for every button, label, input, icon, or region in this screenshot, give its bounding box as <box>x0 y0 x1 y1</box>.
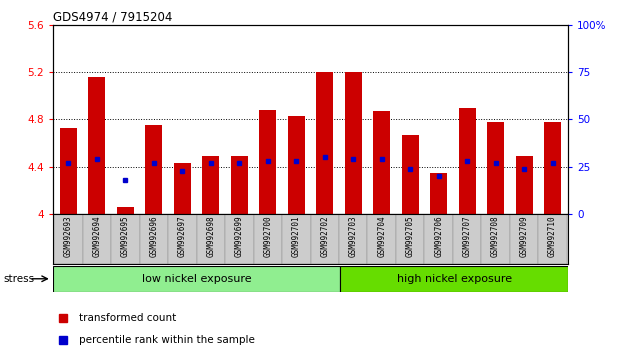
Text: GSM992699: GSM992699 <box>235 216 244 257</box>
Text: low nickel exposure: low nickel exposure <box>142 274 252 284</box>
Text: GSM992694: GSM992694 <box>93 216 101 257</box>
Bar <box>140 214 168 264</box>
Text: GSM992701: GSM992701 <box>292 216 301 257</box>
Bar <box>288 116 305 214</box>
Bar <box>368 214 396 264</box>
Text: percentile rank within the sample: percentile rank within the sample <box>78 335 255 345</box>
Text: GSM992698: GSM992698 <box>206 216 215 257</box>
Text: GSM992710: GSM992710 <box>548 216 557 257</box>
Bar <box>168 214 197 264</box>
Bar <box>282 214 310 264</box>
Text: GSM992696: GSM992696 <box>150 216 158 257</box>
Bar <box>83 214 111 264</box>
Text: GSM992707: GSM992707 <box>463 216 471 257</box>
Bar <box>538 214 567 264</box>
Text: GSM992693: GSM992693 <box>64 216 73 257</box>
Bar <box>396 214 424 264</box>
Bar <box>316 72 333 214</box>
Bar <box>481 214 510 264</box>
Bar <box>515 156 533 214</box>
Text: GSM992703: GSM992703 <box>349 216 358 257</box>
Text: GSM992704: GSM992704 <box>377 216 386 257</box>
Bar <box>259 110 276 214</box>
Bar <box>487 122 504 214</box>
Bar <box>402 135 419 214</box>
Text: GSM992697: GSM992697 <box>178 216 187 257</box>
Bar <box>373 111 390 214</box>
Bar <box>458 108 476 214</box>
Text: GSM992705: GSM992705 <box>406 216 415 257</box>
Text: GSM992695: GSM992695 <box>121 216 130 257</box>
Text: GSM992706: GSM992706 <box>434 216 443 257</box>
Bar <box>197 214 225 264</box>
Bar <box>453 214 481 264</box>
Bar <box>145 125 163 214</box>
Bar <box>424 214 453 264</box>
Bar <box>339 214 368 264</box>
Bar <box>54 214 83 264</box>
Text: high nickel exposure: high nickel exposure <box>397 274 512 284</box>
Text: GSM992702: GSM992702 <box>320 216 329 257</box>
Text: stress: stress <box>3 274 34 284</box>
Bar <box>253 214 282 264</box>
Text: GSM992700: GSM992700 <box>263 216 272 257</box>
Bar <box>117 207 134 214</box>
Text: transformed count: transformed count <box>78 313 176 323</box>
Bar <box>60 128 77 214</box>
Bar <box>88 77 106 214</box>
Bar <box>174 163 191 214</box>
Bar <box>510 214 538 264</box>
Bar <box>544 122 561 214</box>
Bar <box>340 266 568 292</box>
Text: GSM992708: GSM992708 <box>491 216 500 257</box>
Bar <box>111 214 140 264</box>
Bar <box>231 156 248 214</box>
Bar <box>202 156 219 214</box>
Text: GDS4974 / 7915204: GDS4974 / 7915204 <box>53 11 172 24</box>
Bar <box>430 173 447 214</box>
Bar <box>53 266 340 292</box>
Bar <box>345 72 362 214</box>
Text: GSM992709: GSM992709 <box>520 216 528 257</box>
Bar <box>225 214 253 264</box>
Bar <box>310 214 339 264</box>
